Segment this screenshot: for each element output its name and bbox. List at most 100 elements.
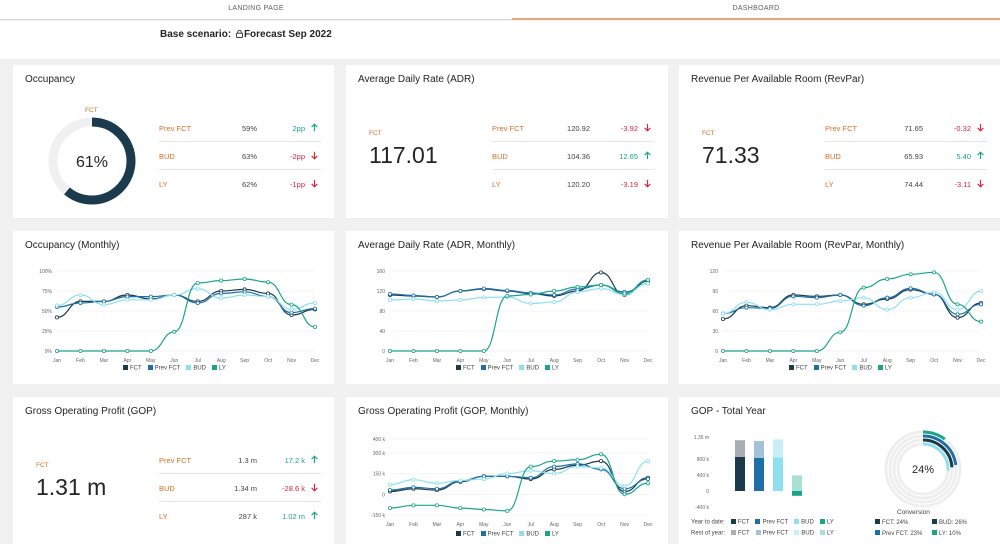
legend-swatch (875, 519, 880, 524)
series-line (389, 271, 649, 298)
legend-item[interactable]: LY (878, 365, 892, 372)
tab-dashboard[interactable]: DASHBOARD (512, 0, 1000, 20)
legend-swatch (789, 365, 794, 370)
legend-label: BUD (801, 519, 814, 526)
data-point (242, 289, 247, 294)
fct-tag: FCT (36, 462, 49, 469)
arrow-down-icon (311, 151, 318, 160)
scenario-selector[interactable]: Base scenario: Forecast Sep 2022 (160, 29, 332, 40)
gauge-value: 61% (76, 154, 108, 171)
series-line (56, 288, 316, 318)
legend-item[interactable]: FCT (456, 365, 475, 372)
legend-item[interactable]: Prev FCT (813, 365, 846, 372)
legend-swatch (480, 531, 486, 536)
data-point (434, 503, 439, 508)
data-point (55, 315, 60, 320)
card-title: Revenue Per Available Room (RevPar, Mont… (691, 240, 905, 251)
gop-total-bar-chart: -400 k 0 400 k 800 k 1.35 m (694, 435, 802, 511)
data-point (434, 349, 439, 354)
comparison-label: Prev FCT (159, 124, 192, 133)
data-point (219, 278, 224, 283)
scenario-label: Base scenario: (160, 29, 232, 40)
x-tick-label: Oct (597, 522, 605, 528)
legend-swatch (932, 530, 937, 535)
card-title: Gross Operating Profit (GOP) (25, 406, 157, 417)
x-tick-label: Jul (528, 358, 534, 364)
legend-item[interactable]: BUD (852, 365, 872, 372)
x-tick-label: Feb (409, 522, 418, 528)
comparison-value: 1.3 m (238, 456, 257, 465)
data-point (528, 475, 533, 480)
tab-landing-page[interactable]: LANDING PAGE (228, 5, 284, 12)
gop-value: 1.31 m (36, 474, 107, 500)
gop-total-year-card: GOP - Total Year -400 k 0 400 k 800 k 1.35 m… (679, 397, 1000, 544)
comparison-row: Prev FCT 1.3 m 17.2 k (159, 447, 321, 474)
comparison-row: LY 287 k 1.02 m (159, 503, 321, 530)
legend-item[interactable]: Prev FCT (480, 365, 513, 372)
data-point (78, 292, 83, 297)
legend-item[interactable]: LY (545, 531, 559, 538)
data-point (434, 481, 439, 486)
y-tick-label: 100% (39, 269, 52, 275)
data-point (458, 288, 463, 293)
comparison-label: Prev FCT (825, 124, 858, 133)
y-tick-label: 60 (712, 309, 718, 315)
legend-label: LY (552, 365, 559, 372)
revpar-card: Revenue Per Available Room (RevPar) FCT … (679, 65, 1000, 218)
data-point (978, 302, 983, 307)
data-point (505, 288, 510, 293)
x-tick-label: Sep (573, 522, 582, 528)
y-tick-label: 50% (42, 309, 53, 315)
legend-item[interactable]: BUD (186, 365, 206, 372)
arrow-down-icon (644, 123, 651, 132)
legend-item[interactable]: FCT (123, 365, 142, 372)
data-point (266, 280, 271, 285)
data-point (388, 349, 393, 354)
data-point (861, 295, 866, 300)
legend-item[interactable]: BUD (519, 365, 539, 372)
gauge-fill (48, 117, 136, 205)
ring-fill (884, 430, 962, 508)
legend-item[interactable]: Prev FCT (147, 365, 180, 372)
legend-item[interactable]: FCT (456, 531, 475, 538)
legend-item[interactable]: FCT (789, 365, 808, 372)
adr-value: 117.01 (369, 142, 438, 168)
occupancy-gauge: 61% (48, 117, 136, 205)
legend-item[interactable]: Prev FCT (480, 531, 513, 538)
conversion-legend-row: FCT: 24% BUD: 26% (869, 519, 983, 530)
data-point (767, 307, 772, 312)
legend-label: FCT (130, 365, 142, 372)
legend-swatch (820, 530, 826, 535)
legend-item[interactable]: LY (545, 365, 559, 372)
comparison-row: BUD 65.93 5.40 (825, 143, 987, 170)
comparison-row: BUD 104.36 12.65 (492, 143, 654, 170)
data-point (505, 293, 510, 298)
x-tick-label: Dec (977, 358, 986, 364)
data-point (791, 294, 796, 299)
x-tick-label: Oct (264, 358, 272, 364)
bar-rest-of-year (773, 439, 783, 458)
data-point (242, 276, 247, 281)
data-point (411, 485, 416, 490)
y-tick-label: 90 (712, 289, 718, 295)
data-point (55, 349, 60, 354)
legend-item[interactable]: BUD (519, 531, 539, 538)
data-point (458, 298, 463, 303)
legend-item[interactable]: LY (212, 365, 226, 372)
data-point (838, 299, 843, 304)
data-point (101, 302, 106, 307)
comparison-row: LY 74.44 -3.11 (825, 171, 987, 198)
card-title: Average Daily Rate (ADR) (358, 74, 475, 85)
data-point (125, 297, 130, 302)
data-point (552, 464, 557, 469)
card-title: GOP - Total Year (691, 406, 766, 417)
data-point (312, 301, 317, 306)
data-point (599, 459, 604, 464)
data-point (744, 305, 749, 310)
data-point (575, 284, 580, 289)
legend-swatch (755, 530, 761, 535)
conversion-legend-label: FCT: 24% (882, 519, 909, 526)
scenario-bar: Base scenario: Forecast Sep 2022 (0, 21, 1000, 59)
arrow-down-icon (644, 179, 651, 188)
comparison-row: Prev FCT 59% 2pp (159, 115, 321, 142)
